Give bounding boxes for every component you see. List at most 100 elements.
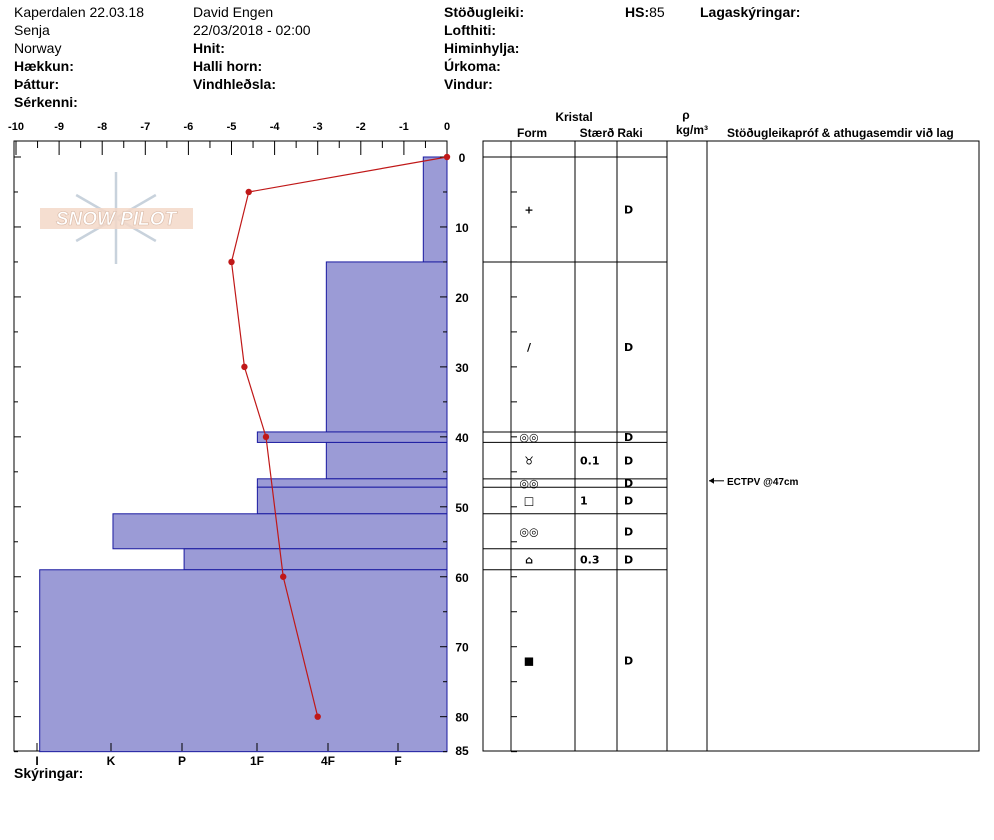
- layer-grain-form: ◎◎: [519, 525, 538, 538]
- depth-tick-label: 20: [455, 291, 469, 305]
- layer-wetness: D: [624, 203, 633, 216]
- slope-angle-label: Halli horn:: [193, 58, 263, 74]
- layer-grain-size: 1: [580, 495, 588, 508]
- temp-tick-label: -3: [313, 121, 323, 133]
- layer-grain-size: 0.3: [580, 553, 600, 566]
- layer-wetness: D: [624, 553, 633, 566]
- test-result-text: ECTPV @47cm: [727, 477, 799, 488]
- temperature-point: [241, 363, 248, 371]
- temperature-point: [314, 713, 321, 720]
- layer-wetness: D: [624, 525, 633, 538]
- header-density-symbol: ρ: [682, 108, 689, 122]
- logo-text: SNOW PILOT: [56, 209, 178, 230]
- hardness-bar: [325, 261, 448, 433]
- temp-tick-label: -7: [140, 121, 150, 133]
- aspect-label: Þáttur:: [14, 76, 60, 92]
- temperature-point: [262, 433, 270, 441]
- depth-tick-label: 85: [455, 744, 469, 758]
- layer-wetness: D: [624, 455, 633, 468]
- layer-grain-form: □: [524, 495, 534, 508]
- legend-label: Lagaskýringar:: [700, 4, 801, 20]
- header-form: Form: [517, 126, 547, 140]
- temp-tick-label: -9: [54, 121, 64, 133]
- depth-tick-label: 40: [455, 431, 469, 445]
- layer-grain-size: 0.1: [580, 455, 600, 468]
- layer-wetness: D: [624, 495, 633, 508]
- test-arrow-head: [709, 477, 714, 484]
- header-kristal: Kristal: [555, 110, 592, 124]
- layer-wetness: D: [624, 431, 633, 444]
- footer-notes-label: Skýringar:: [14, 765, 84, 781]
- depth-tick-label: 60: [455, 571, 469, 585]
- temp-tick-label: -5: [227, 121, 237, 133]
- hardness-bar: [325, 441, 448, 480]
- layer-grain-form: ♉: [524, 455, 534, 468]
- wind-loading-label: Vindhleðsla:: [193, 76, 276, 92]
- temp-tick-label: -2: [356, 121, 366, 133]
- depth-tick-label: 10: [455, 221, 469, 235]
- observation-datetime: 22/03/2018 - 02:00: [193, 22, 311, 38]
- depth-tick-label: 50: [455, 501, 469, 515]
- temp-tick-label: -10: [8, 121, 24, 133]
- hardness-bar: [256, 478, 448, 488]
- hs-label: HS:: [625, 4, 650, 20]
- depth-tick-label: 0: [459, 151, 466, 165]
- layer-grain-form: +: [524, 203, 533, 216]
- hardness-tick-label: F: [394, 754, 401, 768]
- temperature-point: [443, 153, 451, 161]
- snow-height: HS:85: [625, 3, 665, 21]
- temp-tick-label: -1: [399, 121, 409, 133]
- hardness-bar: [112, 513, 448, 550]
- hs-value: 85: [649, 4, 665, 20]
- temp-tick-label: -6: [184, 121, 194, 133]
- header-size: Stærð: [580, 126, 615, 140]
- layer-wetness: D: [624, 477, 633, 490]
- country-name: Norway: [14, 40, 62, 56]
- layer-grain-form: ◎◎: [519, 431, 538, 444]
- layer-wetness: D: [624, 655, 633, 668]
- header-comments: Stöðugleikapróf & athugasemdir við lag: [727, 126, 954, 140]
- temp-tick-label: -8: [97, 121, 107, 133]
- header-col2: David Engen 22/03/2018 - 02:00 Hnit: Hal…: [193, 3, 311, 93]
- hardness-bar: [183, 548, 448, 571]
- precipitation-label: Úrkoma:: [444, 58, 501, 74]
- hardness-bar: [256, 431, 448, 443]
- hardness-bar: [39, 569, 448, 753]
- hardness-tick-label: K: [107, 754, 116, 768]
- layer-grain-form: ■: [524, 655, 534, 668]
- hardness-bar: [422, 156, 448, 263]
- layer-grain-form: /: [527, 341, 532, 354]
- hardness-bar: [256, 486, 448, 515]
- wind-label: Vindur:: [444, 76, 493, 92]
- temperature-point: [245, 188, 252, 196]
- header-col1: Kaperdalen 22.03.18 Senja Norway Hækkun:…: [14, 3, 144, 111]
- depth-tick-label: 30: [455, 361, 469, 375]
- depth-tick-label: 70: [455, 641, 469, 655]
- stability-label: Stöðugleiki:: [444, 4, 525, 20]
- header-col3: Stöðugleiki: Lofthiti: Himinhylja: Úrkom…: [444, 3, 524, 93]
- header-wetness: Raki: [617, 126, 642, 140]
- hardness-tick-label: 4F: [321, 754, 335, 768]
- layer-grain-form: ⌂: [525, 553, 533, 566]
- region-name: Senja: [14, 22, 50, 38]
- hardness-tick-label: 1F: [250, 754, 264, 768]
- header-density-unit: kg/m³: [676, 123, 708, 137]
- temp-tick-label: 0: [444, 121, 450, 133]
- hardness-tick-label: P: [178, 754, 186, 768]
- sky-cover-label: Himinhylja:: [444, 40, 520, 56]
- air-temp-label: Lofthiti:: [444, 22, 497, 38]
- depth-tick-label: 80: [455, 711, 469, 725]
- layer-grain-form: ◎◎: [519, 477, 538, 490]
- features-label: Sérkenni:: [14, 94, 78, 110]
- logo-banner: [40, 208, 193, 229]
- coordinates-label: Hnit:: [193, 40, 225, 56]
- temperature-point: [280, 573, 287, 580]
- temp-tick-label: -4: [270, 121, 281, 133]
- observer-name: David Engen: [193, 4, 274, 20]
- location-name: Kaperdalen 22.03.18: [14, 4, 144, 20]
- elevation-label: Hækkun:: [14, 58, 74, 74]
- temperature-point: [228, 258, 235, 266]
- hardness-tick-label: I: [35, 754, 38, 768]
- table-frame: [482, 140, 980, 752]
